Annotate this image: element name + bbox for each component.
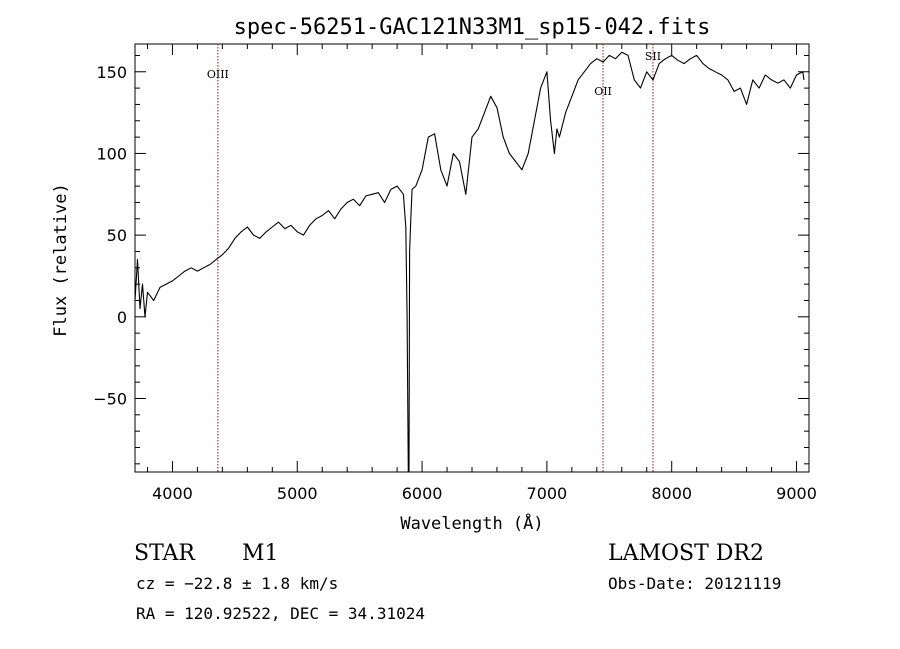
marker-label-oiii: OIII [207,68,229,81]
plot-frame [134,43,810,473]
plot-area: 4000 5000 6000 7000 8000 9000 −50 0 50 100 150 OIII… [93,43,817,503]
marker-label-sii: SII [645,50,661,63]
y-tick-label: 50 [107,226,127,245]
object-subclass: M1 [242,541,279,566]
x-tick-label: 8000 [651,484,692,503]
x-tick-label: 5000 [277,484,318,503]
x-tick-label: 6000 [402,484,443,503]
ra-dec-coordinates: RA = 120.92522, DEC = 34.31024 [136,604,425,623]
redshift-cz: cz = −22.8 ± 1.8 km/s [136,574,338,593]
y-axis-label: Flux (relative) [51,183,71,337]
x-tick-label: 7000 [527,484,568,503]
observation-date: Obs-Date: 20121119 [608,574,781,593]
x-axis-label: Wavelength (Å) [400,512,543,534]
y-tick-label: −50 [93,389,127,408]
marker-label-oii: OII [594,85,612,98]
survey-name: LAMOST DR2 [608,541,764,566]
x-tick-label: 9000 [776,484,817,503]
y-tick-label: 100 [96,144,127,163]
y-tick-label: 150 [96,63,127,82]
object-type: STAR [134,541,196,566]
y-tick-label: 0 [117,308,127,327]
x-tick-label: 4000 [152,484,193,503]
chart-title: spec-56251-GAC121N33M1_sp15-042.fits [234,15,711,40]
spectrum-line [134,51,805,473]
